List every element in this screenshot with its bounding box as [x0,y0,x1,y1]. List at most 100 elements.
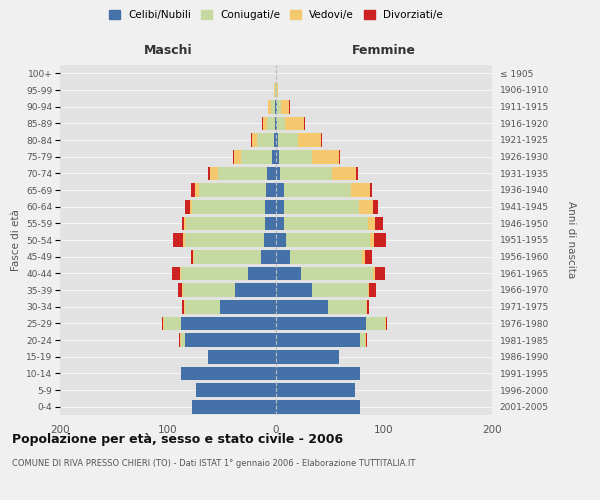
Bar [373,200,377,213]
Bar [280,166,332,180]
Bar [191,250,193,264]
Bar [370,183,372,197]
Y-axis label: Fasce di età: Fasce di età [11,209,20,271]
Bar [181,316,276,330]
Bar [311,283,368,297]
Bar [290,250,362,264]
Bar [235,283,276,297]
Bar [181,366,276,380]
Bar [277,116,284,130]
Bar [374,233,386,247]
Bar [365,333,367,347]
Bar [276,350,338,364]
Bar [192,400,276,413]
Text: COMUNE DI RIVA PRESSO CHIERI (TO) - Dati ISTAT 1° gennaio 2006 - Elaborazione TU: COMUNE DI RIVA PRESSO CHIERI (TO) - Dati… [12,459,415,468]
Bar [185,233,264,247]
Bar [161,316,163,330]
Bar [360,333,365,347]
Bar [264,233,276,247]
Bar [276,100,277,114]
Bar [190,200,192,213]
Legend: Celibi/Nubili, Coniugati/e, Vedovi/e, Divorziati/e: Celibi/Nubili, Coniugati/e, Vedovi/e, Di… [109,10,443,20]
Bar [276,266,301,280]
Bar [275,100,276,114]
Bar [385,316,386,330]
Bar [365,300,367,314]
Bar [276,150,279,164]
Bar [164,316,181,330]
Bar [365,250,372,264]
Bar [276,366,360,380]
Bar [183,283,235,297]
Bar [181,266,248,280]
Bar [251,133,252,147]
Bar [261,250,276,264]
Bar [271,100,275,114]
Bar [286,233,370,247]
Bar [199,183,266,197]
Bar [276,316,365,330]
Bar [277,83,278,97]
Bar [276,116,277,130]
Bar [268,116,275,130]
Bar [367,300,369,314]
Bar [298,133,322,147]
Bar [276,83,277,97]
Bar [210,166,218,180]
Bar [368,216,376,230]
Bar [311,150,338,164]
Bar [192,200,265,213]
Bar [196,383,276,397]
Bar [276,250,290,264]
Y-axis label: Anni di nascita: Anni di nascita [566,202,575,278]
Bar [173,233,183,247]
Bar [266,183,276,197]
Bar [376,216,383,230]
Bar [275,116,276,130]
Bar [180,266,181,280]
Bar [276,383,355,397]
Bar [163,316,164,330]
Bar [328,300,365,314]
Bar [184,216,187,230]
Bar [248,266,276,280]
Bar [193,250,194,264]
Bar [268,100,271,114]
Bar [284,200,359,213]
Bar [332,166,356,180]
Bar [276,400,360,413]
Bar [252,133,257,147]
Bar [365,316,385,330]
Bar [220,300,276,314]
Bar [191,183,195,197]
Text: Popolazione per età, sesso e stato civile - 2006: Popolazione per età, sesso e stato civil… [12,432,343,446]
Text: Maschi: Maschi [143,44,193,58]
Bar [274,83,275,97]
Bar [386,316,387,330]
Bar [180,333,181,347]
Bar [262,116,263,130]
Text: Femmine: Femmine [352,44,416,58]
Bar [233,150,234,164]
Bar [284,183,350,197]
Bar [185,200,190,213]
Bar [278,133,298,147]
Bar [350,183,370,197]
Bar [276,200,284,213]
Bar [274,133,276,147]
Bar [276,216,284,230]
Bar [281,100,289,114]
Bar [373,266,376,280]
Bar [178,283,182,297]
Bar [289,100,290,114]
Bar [182,300,184,314]
Bar [276,233,286,247]
Bar [276,300,328,314]
Bar [184,300,185,314]
Bar [284,116,304,130]
Bar [301,266,373,280]
Bar [183,233,185,247]
Bar [218,166,268,180]
Bar [182,216,184,230]
Bar [279,150,311,164]
